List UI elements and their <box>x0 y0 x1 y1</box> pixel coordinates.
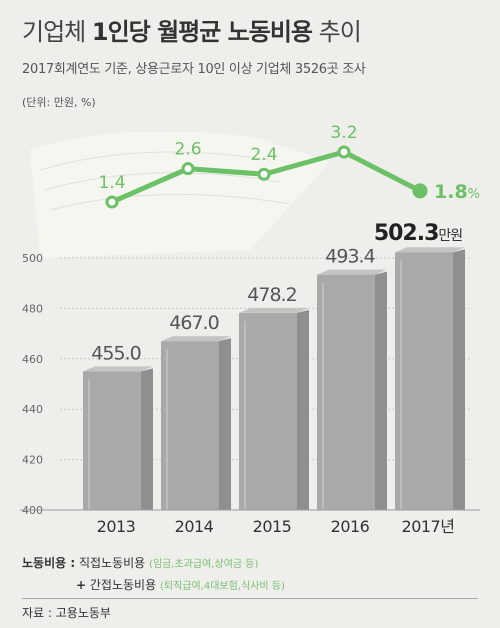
bar-side <box>219 338 231 510</box>
x-tick-label: 2015 <box>253 517 292 536</box>
source: 자료 : 고용노동부 <box>22 606 111 620</box>
growth-point <box>412 183 428 199</box>
legend-direct-note: (임금,초과급여,상여금 등) <box>149 559 259 570</box>
growth-label: 3.2 <box>330 123 357 143</box>
legend-plus: + <box>76 578 87 592</box>
bar-value-label: 502.3만원 <box>374 221 462 246</box>
unit-note: (단위: 만원, %) <box>22 96 96 109</box>
bar-side <box>297 309 309 510</box>
growth-label: 1.4 <box>98 173 125 193</box>
growth-label-unit: % <box>468 187 480 202</box>
bar-top <box>317 269 387 275</box>
legend-label: 노동비용 : <box>22 556 76 570</box>
growth-label: 1.8% <box>434 181 480 203</box>
x-tick-label: 2014 <box>175 517 214 536</box>
bar-top <box>239 307 309 313</box>
bar-value-label: 493.4 <box>325 246 375 268</box>
title-part2: 추이 <box>312 18 362 46</box>
y-tick-label: 500 <box>22 252 43 265</box>
y-tick-label: 440 <box>22 403 43 416</box>
y-tick-label: 420 <box>22 454 43 467</box>
bar-value-label: 467.0 <box>169 312 218 334</box>
growth-point <box>337 145 351 159</box>
bar <box>395 252 453 511</box>
x-tick-label: 2017년 <box>402 517 455 536</box>
legend-indirect-note: (퇴직급여,4대보험,식사비 등) <box>159 581 285 592</box>
legend-indirect: 간접노동비용 <box>89 578 157 592</box>
bar-side <box>375 271 387 510</box>
title-bold: 1인당 월평균 노동비용 <box>91 18 313 46</box>
chart-subtitle: 2017회계연도 기준, 상용근로자 10인 이상 기업체 3526곳 조사 <box>22 62 366 77</box>
bar-top <box>161 336 231 342</box>
legend-row-indirect: + 간접노동비용 (퇴직급여,4대보험,식사비 등) <box>22 574 285 596</box>
title-part1: 기업체 <box>22 18 92 46</box>
paper-lines <box>39 151 291 211</box>
bar-top <box>83 366 153 372</box>
bar <box>161 341 219 510</box>
x-tick-label: 2016 <box>331 517 370 536</box>
growth-label: 2.6 <box>174 140 201 160</box>
divider <box>22 598 478 599</box>
bar-side <box>453 249 465 511</box>
x-tick-label: 2013 <box>97 517 136 536</box>
bar-side <box>141 368 153 510</box>
growth-point <box>257 167 271 181</box>
chart-area: 400420440460480500455.02013467.02014478.… <box>20 123 480 536</box>
bar <box>239 312 297 510</box>
bar-value-label: 478.2 <box>247 284 296 306</box>
legend-row-direct: 노동비용 : 직접노동비용 (임금,초과급여,상여금 등) <box>22 552 285 574</box>
growth-label: 2.4 <box>250 145 277 165</box>
y-tick-label: 480 <box>22 302 43 315</box>
bar <box>317 274 375 510</box>
bar-value-unit: 만원 <box>438 228 462 244</box>
bar <box>83 371 141 510</box>
legend: 노동비용 : 직접노동비용 (임금,초과급여,상여금 등) + 간접노동비용 (… <box>22 552 285 596</box>
y-tick-label: 460 <box>22 353 43 366</box>
growth-point <box>181 162 195 176</box>
legend-direct: 직접노동비용 <box>78 556 146 570</box>
growth-point <box>105 195 119 209</box>
bar-value-label: 455.0 <box>91 342 140 364</box>
bar-top <box>395 247 465 253</box>
chart-title: 기업체 1인당 월평균 노동비용 추이 <box>22 12 362 47</box>
